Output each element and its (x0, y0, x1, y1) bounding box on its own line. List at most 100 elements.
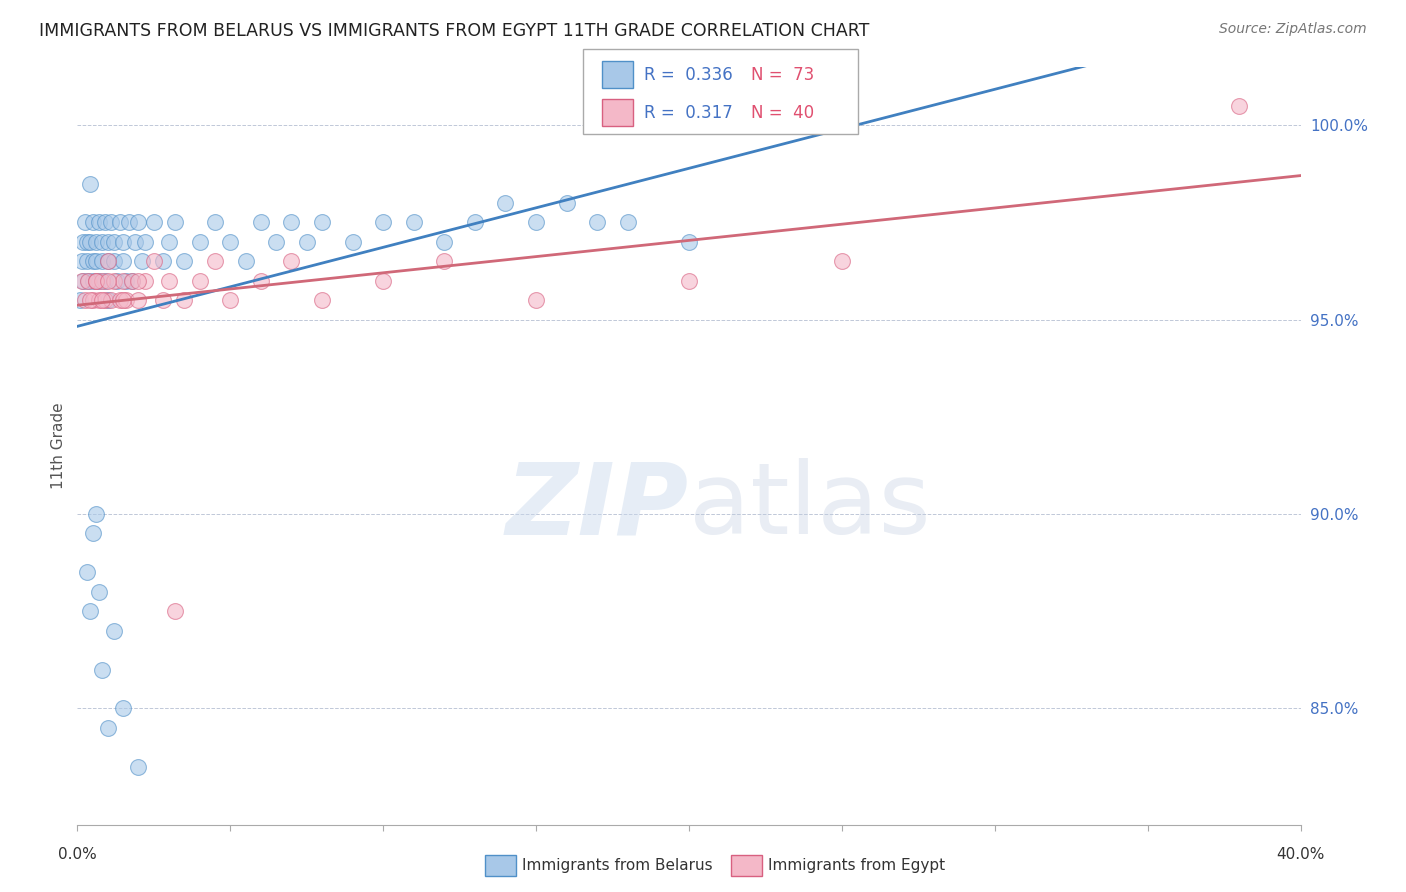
Point (82, 293, 104, 308)
Point (84, 274, 107, 288)
Point (70, 254, 93, 268)
Point (219, 235, 242, 249)
Text: N =  40: N = 40 (751, 103, 814, 121)
Point (127, 215, 149, 229)
Text: Immigrants from Belarus: Immigrants from Belarus (522, 858, 713, 872)
Point (90, 235, 112, 249)
Point (157, 235, 180, 249)
Point (82, 215, 104, 229)
Text: atlas: atlas (689, 458, 931, 555)
Text: R =  0.317: R = 0.317 (644, 103, 733, 121)
Point (295, 235, 318, 249)
Point (118, 215, 141, 229)
Point (87, 215, 110, 229)
Point (112, 235, 135, 249)
Point (76, 235, 98, 249)
Point (678, 235, 700, 249)
Point (142, 254, 165, 268)
Point (188, 274, 211, 288)
Point (100, 215, 122, 229)
Point (204, 254, 226, 268)
Point (69, 293, 91, 308)
Point (617, 215, 640, 229)
Text: N =  73: N = 73 (751, 66, 814, 84)
Text: R =  0.336: R = 0.336 (644, 66, 733, 84)
Point (82, 254, 104, 268)
Point (127, 293, 149, 308)
Point (82, 274, 104, 288)
Text: Immigrants from Egypt: Immigrants from Egypt (768, 858, 945, 872)
Text: IMMIGRANTS FROM BELARUS VS IMMIGRANTS FROM EGYPT 11TH GRADE CORRELATION CHART: IMMIGRANTS FROM BELARUS VS IMMIGRANTS FR… (39, 22, 870, 40)
Point (94, 215, 117, 229)
Point (173, 254, 195, 268)
Point (188, 235, 211, 249)
Point (165, 215, 187, 229)
Point (90, 274, 112, 288)
Point (250, 274, 273, 288)
Point (94, 293, 117, 308)
Point (112, 254, 135, 268)
Point (84, 254, 107, 268)
Point (250, 215, 273, 229)
Point (79, 235, 101, 249)
Point (94, 274, 117, 288)
Point (103, 254, 125, 268)
Text: 0.0%: 0.0% (58, 847, 97, 862)
Point (371, 215, 394, 229)
Point (97, 235, 120, 249)
Point (100, 293, 122, 308)
Point (108, 215, 131, 229)
Text: ZIP: ZIP (506, 458, 689, 555)
Point (76, 566, 98, 580)
Point (152, 293, 174, 308)
Point (124, 235, 146, 249)
Point (235, 254, 257, 268)
Point (831, 254, 853, 268)
Point (678, 274, 700, 288)
Point (402, 215, 425, 229)
Text: Source: ZipAtlas.com: Source: ZipAtlas.com (1219, 22, 1367, 37)
Point (280, 215, 302, 229)
Point (97, 293, 120, 308)
Point (204, 215, 226, 229)
Point (87, 584, 110, 599)
Point (433, 254, 456, 268)
Point (142, 215, 165, 229)
Point (157, 274, 180, 288)
Point (73, 215, 96, 229)
Point (112, 274, 135, 288)
Point (97, 274, 120, 288)
Point (87, 274, 110, 288)
Point (524, 215, 547, 229)
Point (134, 274, 156, 288)
Point (87, 293, 110, 308)
Point (371, 274, 394, 288)
Point (79, 604, 101, 618)
Point (79, 177, 101, 191)
Point (77, 274, 100, 288)
Point (97, 721, 120, 735)
Point (112, 293, 135, 308)
Point (433, 235, 456, 249)
Point (70, 274, 93, 288)
Point (79, 293, 101, 308)
Point (173, 293, 195, 308)
Point (108, 293, 131, 308)
Text: 40.0%: 40.0% (1277, 847, 1324, 862)
Point (131, 254, 153, 268)
Point (105, 274, 128, 288)
Point (103, 274, 125, 288)
Point (72, 235, 94, 249)
Point (264, 235, 287, 249)
Point (134, 235, 156, 249)
Point (112, 701, 135, 715)
Point (121, 274, 143, 288)
Point (84, 274, 107, 288)
Point (1229, 99, 1251, 113)
Point (555, 196, 578, 211)
Point (127, 274, 149, 288)
Point (115, 293, 138, 308)
Point (73, 293, 96, 308)
Point (103, 235, 125, 249)
Point (121, 274, 143, 288)
